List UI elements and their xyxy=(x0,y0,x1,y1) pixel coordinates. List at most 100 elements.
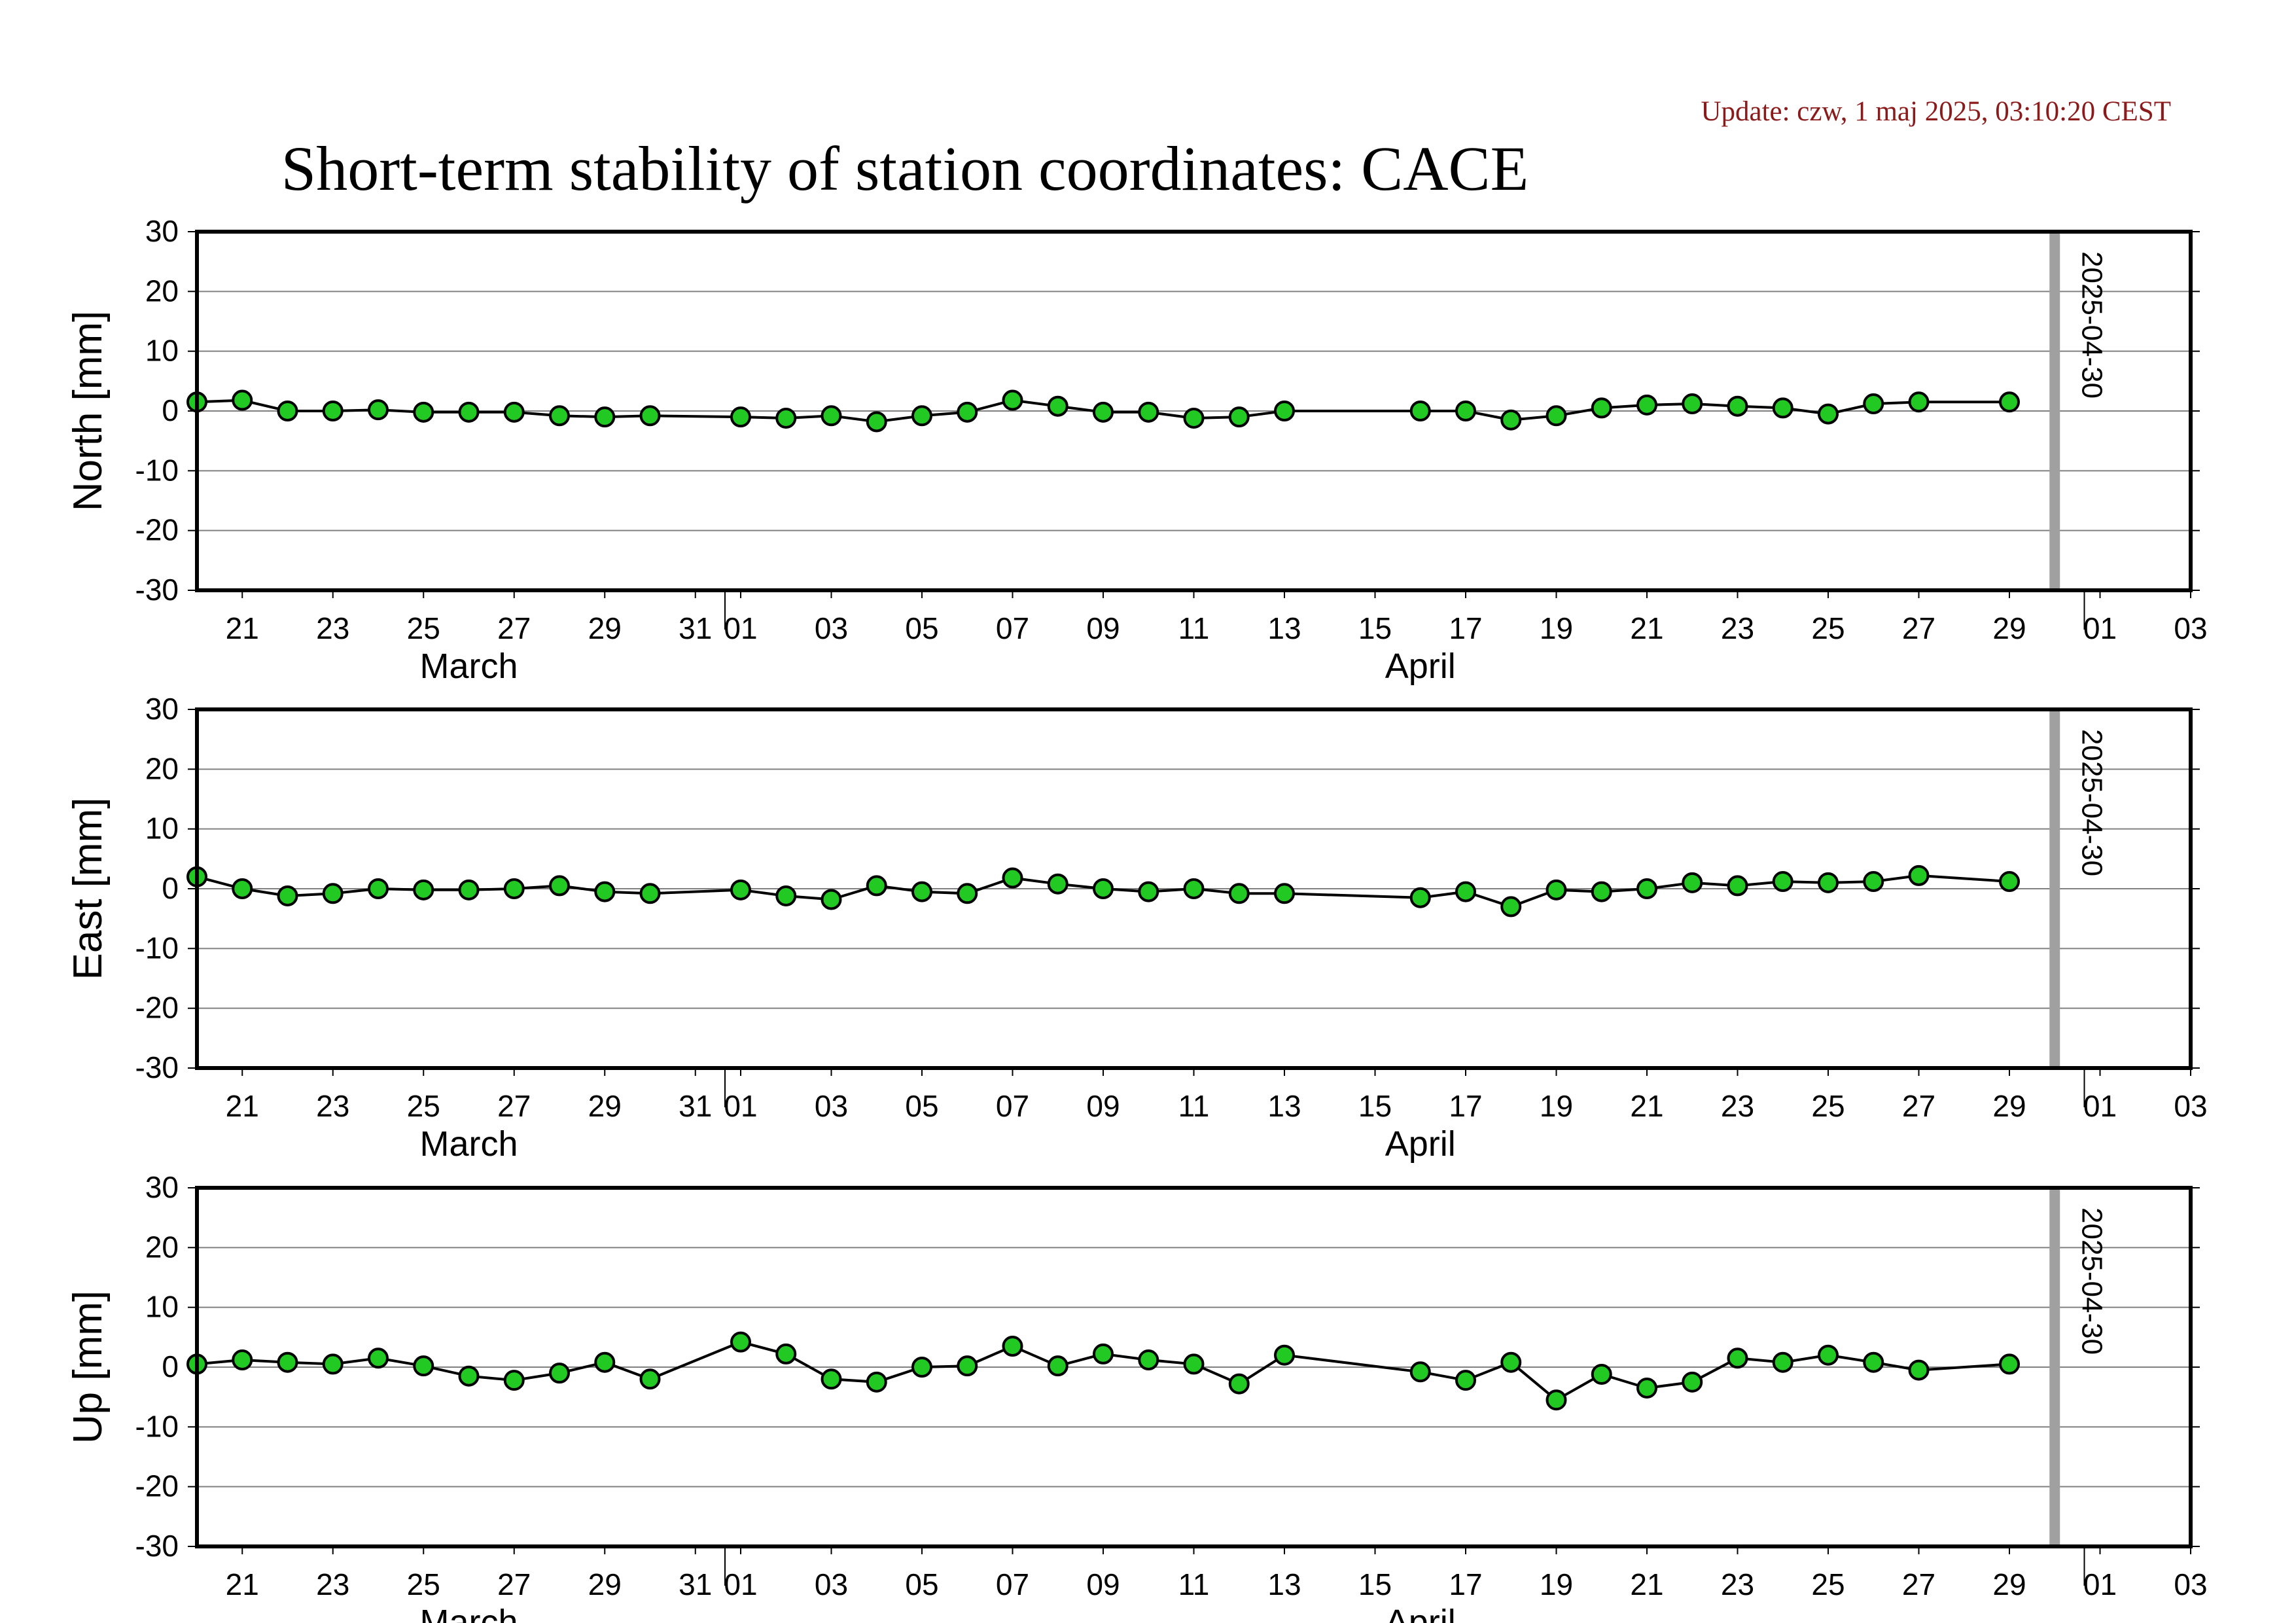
data-point xyxy=(1455,881,1476,902)
data-point xyxy=(1591,397,1612,419)
x-tick-label: 09 xyxy=(1086,611,1120,645)
y-tick-label: -10 xyxy=(135,931,179,965)
data-point xyxy=(503,878,525,899)
data-point xyxy=(911,881,932,902)
x-tick-label: 17 xyxy=(1449,611,1482,645)
data-point xyxy=(866,411,887,433)
y-tick-label: 0 xyxy=(162,871,179,905)
data-point xyxy=(1727,1347,1748,1369)
x-tick-label: 29 xyxy=(1992,611,2026,645)
data-point xyxy=(277,1351,298,1373)
data-point xyxy=(1500,409,1522,431)
x-tick-label: 03 xyxy=(815,611,848,645)
x-tick-label: 09 xyxy=(1086,1567,1120,1601)
data-point xyxy=(730,879,751,901)
x-tick-label: 21 xyxy=(1630,1089,1663,1123)
x-tick-label: 29 xyxy=(588,611,622,645)
month-label: March xyxy=(419,647,518,686)
data-point xyxy=(1274,1344,1295,1366)
data-point xyxy=(277,401,298,421)
data-point xyxy=(1591,1363,1612,1385)
y-tick-label: -30 xyxy=(135,1050,179,1084)
x-tick-label: 03 xyxy=(815,1089,848,1123)
data-point xyxy=(1545,1389,1567,1411)
x-tick-label: 21 xyxy=(226,1567,259,1601)
date-marker-label: 2025-04-30 xyxy=(2075,251,2108,399)
x-tick-label: 07 xyxy=(996,611,1029,645)
data-point xyxy=(1636,878,1657,899)
y-tick-label: 0 xyxy=(162,1349,179,1383)
x-tick-label: 05 xyxy=(905,1567,938,1601)
x-tick-label: 21 xyxy=(1630,611,1663,645)
x-tick-label: 31 xyxy=(679,611,712,645)
data-point xyxy=(594,406,616,428)
x-tick-label: 03 xyxy=(815,1567,848,1601)
x-tick-label: 15 xyxy=(1358,611,1392,645)
y-tick-label: -20 xyxy=(135,513,179,547)
data-point xyxy=(1183,878,1205,899)
y-axis-label: Up [mm] xyxy=(65,1291,111,1444)
data-point xyxy=(1228,1373,1250,1395)
x-tick-label: 25 xyxy=(1811,1089,1845,1123)
data-point xyxy=(1772,397,1793,419)
data-point xyxy=(413,401,434,423)
data-point xyxy=(1727,875,1748,897)
data-point xyxy=(1228,406,1250,428)
data-point xyxy=(1908,1359,1930,1381)
x-tick-label: 11 xyxy=(1178,1089,1210,1123)
data-point xyxy=(322,1353,344,1375)
x-tick-label: 21 xyxy=(226,1089,259,1123)
data-point xyxy=(1772,871,1793,893)
data-point xyxy=(458,879,480,901)
data-point xyxy=(1863,1351,1884,1373)
data-point xyxy=(1183,1353,1205,1375)
data-point xyxy=(368,878,389,899)
data-point xyxy=(1999,871,2020,893)
date-marker-label: 2025-04-30 xyxy=(2075,729,2108,876)
x-tick-label: 23 xyxy=(1721,611,1754,645)
data-point xyxy=(1002,867,1023,889)
x-tick-label: 27 xyxy=(1902,611,1935,645)
data-point xyxy=(911,1357,932,1378)
data-point xyxy=(458,1365,480,1387)
data-point xyxy=(458,401,480,423)
data-point xyxy=(730,1331,751,1353)
x-tick-label: 13 xyxy=(1267,611,1301,645)
data-point xyxy=(1591,881,1612,902)
x-tick-label: 29 xyxy=(588,1089,622,1123)
x-tick-label: 25 xyxy=(407,1089,440,1123)
x-tick-label: 25 xyxy=(407,611,440,645)
data-point xyxy=(639,405,661,427)
data-point xyxy=(1047,873,1069,895)
x-tick-label: 23 xyxy=(1721,1089,1754,1123)
data-point xyxy=(1545,405,1567,427)
data-point xyxy=(1818,872,1839,893)
data-point xyxy=(594,1351,616,1373)
data-point xyxy=(1002,1336,1023,1357)
y-tick-label: 20 xyxy=(145,1230,179,1264)
x-tick-label: 01 xyxy=(2083,1567,2117,1601)
data-point xyxy=(1409,401,1431,421)
x-tick-label: 27 xyxy=(497,1089,531,1123)
data-point xyxy=(1863,393,1884,415)
data-point xyxy=(1093,1343,1114,1364)
x-tick-label: 13 xyxy=(1267,1567,1301,1601)
data-point xyxy=(639,883,661,904)
x-tick-label: 29 xyxy=(588,1567,622,1601)
y-axis-label: East [mm] xyxy=(65,797,111,980)
x-tick-label: 19 xyxy=(1540,1567,1573,1601)
data-point xyxy=(1682,1371,1703,1393)
data-point xyxy=(1682,872,1703,893)
data-point xyxy=(1772,1351,1793,1373)
data-point xyxy=(1908,865,1930,886)
data-point xyxy=(549,405,570,427)
x-tick-label: 11 xyxy=(1178,611,1210,645)
y-tick-label: -10 xyxy=(135,1409,179,1443)
data-point xyxy=(1500,896,1522,918)
data-point xyxy=(322,883,344,904)
data-point xyxy=(1500,1351,1522,1373)
x-tick-label: 27 xyxy=(1902,1567,1935,1601)
x-tick-label: 03 xyxy=(2174,611,2207,645)
data-point xyxy=(866,1371,887,1393)
